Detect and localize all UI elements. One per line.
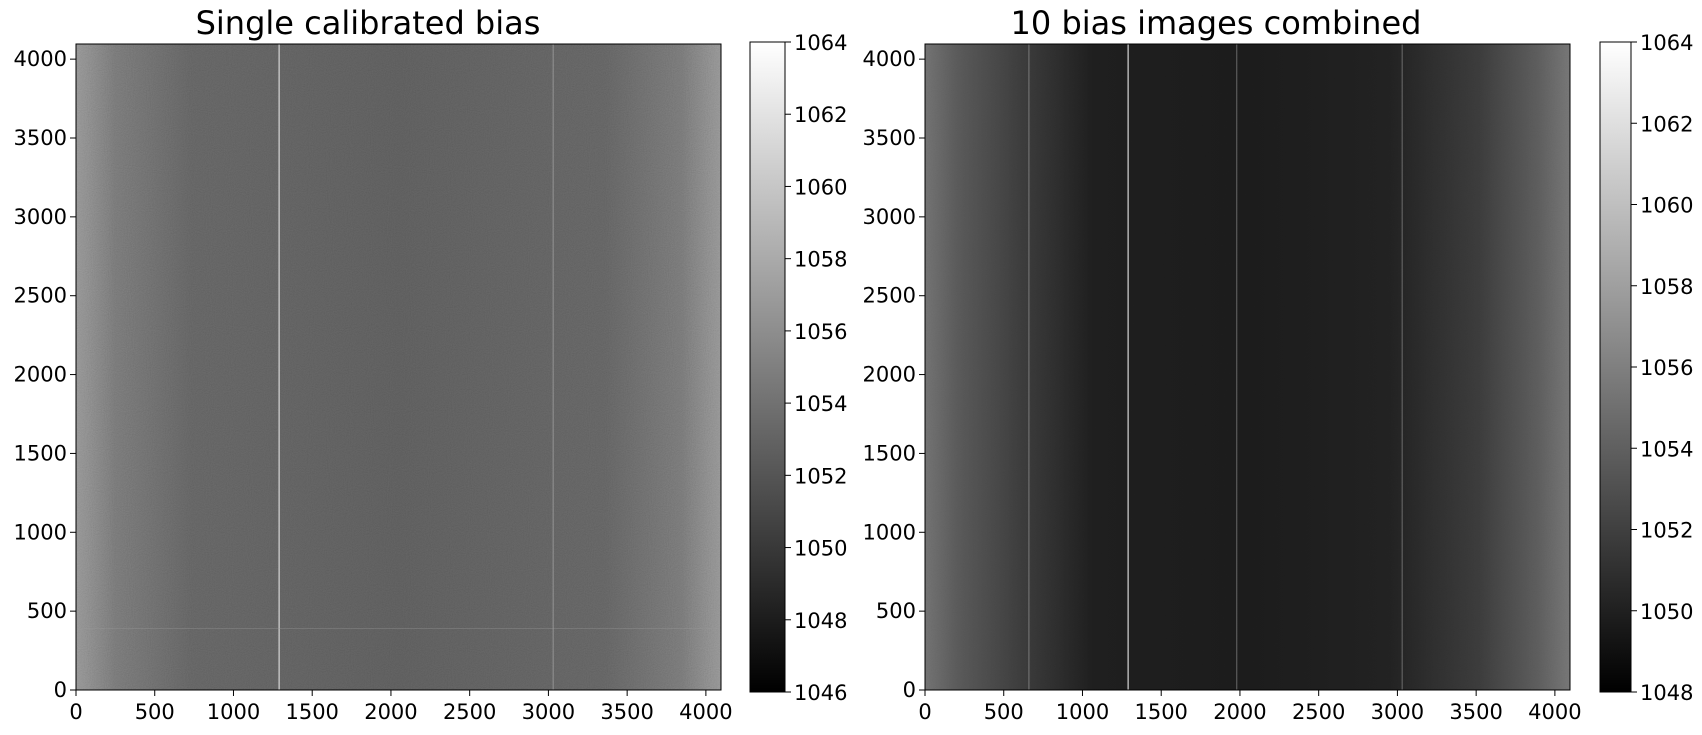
colorbar-tick-label: 1054 [1640,437,1693,461]
y-tick-label: 1500 [14,441,67,465]
x-tick-label: 1000 [1056,700,1109,724]
colorbar-tick-label: 1062 [794,103,847,127]
y-tick-label: 3500 [14,126,67,150]
x-tick-label: 500 [135,700,175,724]
y-tick-label: 4000 [863,47,916,71]
colorbar-tick-label: 1058 [1640,275,1693,299]
image-noise [925,44,1570,690]
x-tick-label: 0 [69,700,82,724]
y-tick-label: 4000 [14,47,67,71]
colorbar-tick-label: 1056 [1640,356,1693,380]
colorbar-tick-label: 1064 [1640,31,1693,55]
colorbar: 1048 1050 1052 1054 1056 1058 1060 1062 1064 [1599,31,1693,705]
y-tick-label: 2000 [14,363,67,387]
colorbar-tick-label: 1064 [794,31,847,55]
colorbar-tick-label: 1050 [794,537,847,561]
y-tick-label: 0 [54,678,67,702]
colorbar-tick-label: 1046 [794,681,847,705]
plot-frame [75,43,722,691]
x-tick-label: 1000 [207,700,260,724]
y-tick-label: 2500 [863,284,916,308]
colorbar-tick-label: 1054 [794,392,847,416]
colorbar-tick-label: 1050 [1640,600,1693,624]
colorbar-tick-label: 1056 [794,320,847,344]
x-tick-label: 3000 [1371,700,1424,724]
x-tick-label: 2500 [1292,700,1345,724]
y-axis: 0 500 1000 1500 2000 2500 3000 3500 4000 [14,47,76,702]
colorbar-gradient [1599,41,1632,693]
colorbar-tick-label: 1060 [794,175,847,199]
x-tick-label: 2000 [1213,700,1266,724]
y-tick-label: 1500 [863,441,916,465]
y-tick-label: 1000 [14,520,67,544]
y-tick-label: 500 [27,599,67,623]
colorbar-gradient [749,41,786,693]
colorbar-tick-label: 1048 [1640,681,1693,705]
colorbar-tick-label: 1052 [1640,519,1693,543]
x-tick-label: 3500 [1449,700,1502,724]
x-tick-label: 2500 [443,700,496,724]
chart-title: 10 bias images combined [1011,4,1422,42]
colorbar-tick-label: 1062 [1640,112,1693,136]
colorbar-tick-label: 1058 [794,248,847,272]
x-tick-label: 2000 [364,700,417,724]
y-axis: 0 500 1000 1500 2000 2500 3000 3500 4000 [863,47,925,702]
bias-image [76,44,721,690]
colorbar-tick-label: 1048 [794,609,847,633]
x-tick-label: 4000 [679,700,732,724]
x-tick-label: 500 [984,700,1024,724]
x-tick-label: 4000 [1528,700,1581,724]
x-tick-label: 3000 [522,700,575,724]
y-tick-label: 500 [876,599,916,623]
y-tick-label: 1000 [863,520,916,544]
y-tick-label: 3500 [863,126,916,150]
y-tick-label: 2500 [14,284,67,308]
colorbar-tick-label: 1060 [1640,194,1693,218]
x-tick-label: 0 [918,700,931,724]
panel-combined-bias: 10 bias images combined 0 500 1000 1500 2000… [863,4,1694,724]
y-tick-label: 0 [903,678,916,702]
x-axis: 0 500 1000 1500 2000 2500 3000 3500 4000 [69,690,733,724]
plot-frame [924,43,1571,691]
colorbar-tick-label: 1052 [794,464,847,488]
x-tick-label: 3500 [600,700,653,724]
panel-single-bias: Single calibrated bias 0 500 1000 1500 2000 2… [14,4,848,724]
bias-image [925,44,1570,690]
x-tick-label: 1500 [1134,700,1187,724]
y-tick-label: 3000 [14,205,67,229]
y-tick-label: 3000 [863,205,916,229]
colorbar: 1046 1048 1050 1052 1054 1056 1058 1060 1062 1064 [749,31,847,705]
y-tick-label: 2000 [863,363,916,387]
chart-title: Single calibrated bias [196,4,541,42]
x-axis: 0 500 1000 1500 2000 2500 3000 3500 4000 [918,690,1582,724]
image-noise [76,44,721,690]
x-tick-label: 1500 [285,700,338,724]
